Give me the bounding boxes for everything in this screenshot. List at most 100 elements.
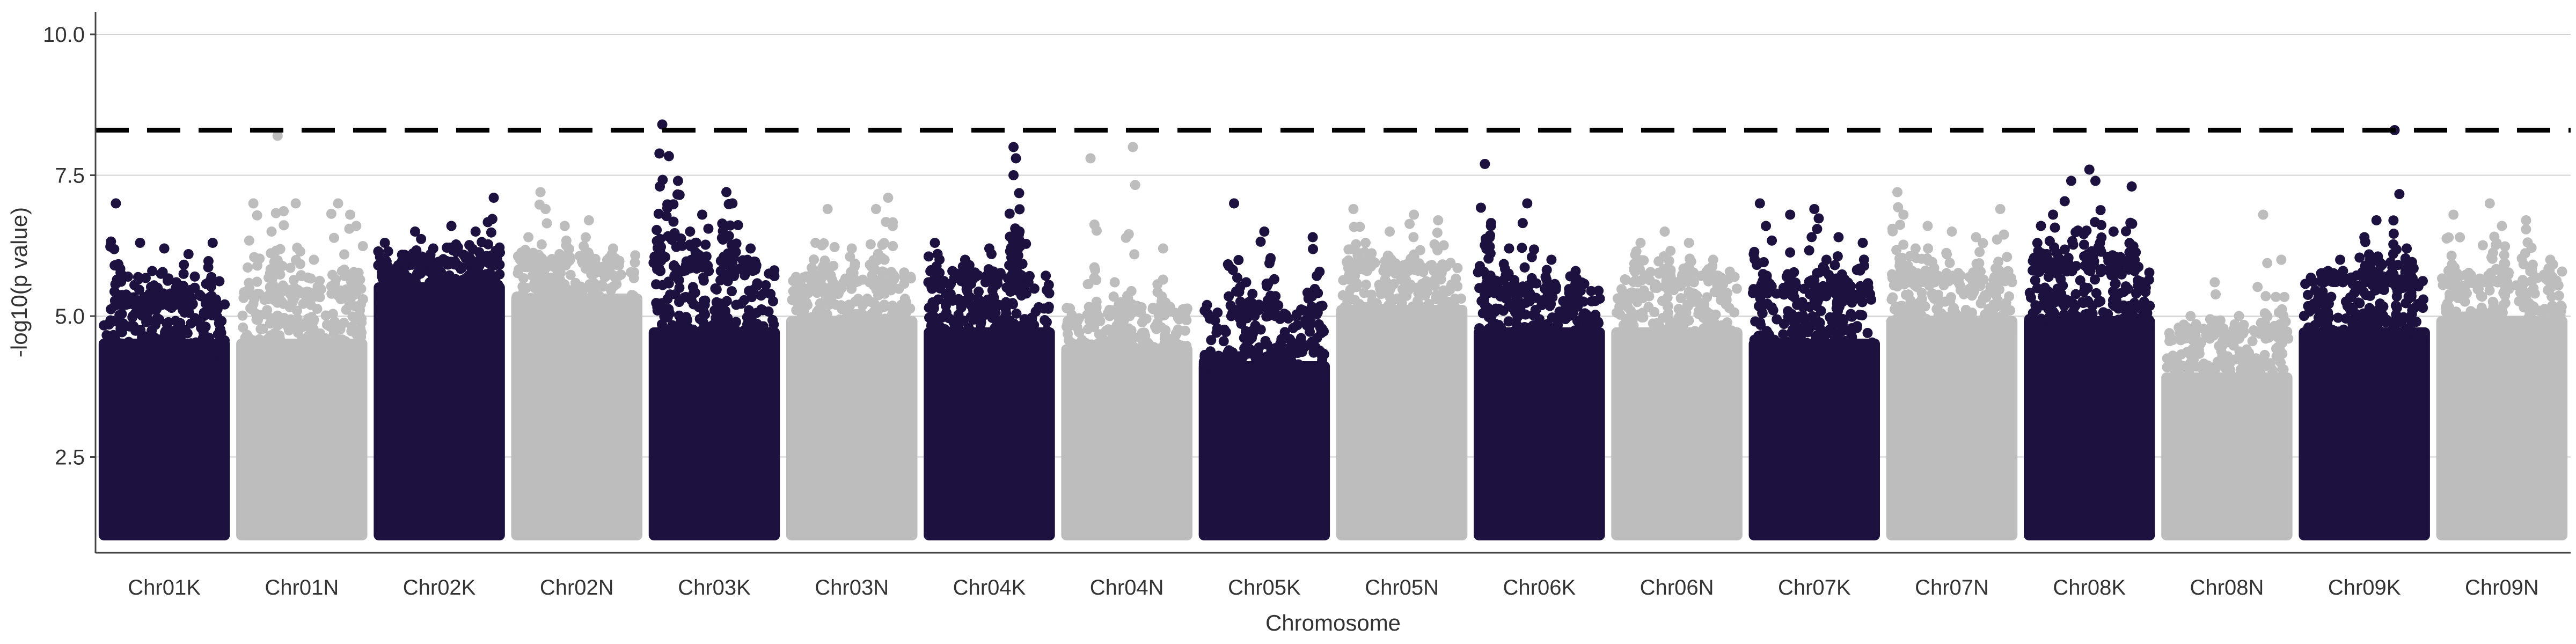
snp-point bbox=[565, 269, 576, 280]
snp-point bbox=[113, 349, 124, 360]
snp-point bbox=[1710, 339, 1721, 349]
peak-point bbox=[183, 249, 194, 259]
snp-point bbox=[199, 308, 209, 318]
snp-point bbox=[676, 233, 686, 244]
snp-point bbox=[163, 273, 174, 284]
snp-point bbox=[977, 338, 988, 348]
snp-point bbox=[1886, 294, 1897, 305]
snp-point bbox=[495, 247, 506, 258]
snp-point bbox=[1121, 232, 1131, 243]
snp-point bbox=[1517, 218, 1528, 229]
chrom-group-Chr01K bbox=[98, 198, 230, 540]
points-bulk-Chr02K bbox=[374, 282, 505, 540]
snp-point bbox=[879, 267, 889, 277]
snp-point bbox=[656, 319, 667, 330]
peak-point bbox=[721, 187, 732, 197]
snp-point bbox=[312, 281, 323, 292]
snp-point bbox=[1941, 247, 1952, 258]
snp-point bbox=[464, 240, 475, 251]
snp-point bbox=[305, 287, 316, 298]
snp-point bbox=[1855, 265, 1865, 276]
snp-point bbox=[720, 305, 731, 316]
snp-point bbox=[1006, 244, 1016, 255]
snp-point bbox=[1381, 311, 1392, 321]
snp-point bbox=[870, 299, 881, 310]
peak-point bbox=[1833, 232, 1844, 243]
snp-point bbox=[674, 275, 684, 286]
snp-point bbox=[803, 326, 814, 336]
snp-point bbox=[244, 277, 254, 288]
snp-point bbox=[116, 327, 127, 338]
snp-point bbox=[811, 276, 822, 287]
snp-point bbox=[339, 249, 350, 260]
snp-point bbox=[1438, 260, 1448, 270]
snp-point bbox=[1126, 286, 1137, 296]
snp-point bbox=[1832, 298, 1842, 309]
snp-point bbox=[880, 276, 891, 287]
snp-point bbox=[1288, 323, 1299, 333]
peak-point bbox=[446, 221, 457, 231]
snp-point bbox=[1965, 283, 1975, 294]
snp-point bbox=[1308, 244, 1319, 254]
peak-point bbox=[930, 238, 940, 248]
peak-point bbox=[1008, 142, 1019, 152]
snp-point bbox=[726, 255, 736, 266]
snp-point bbox=[1587, 314, 1598, 325]
snp-point bbox=[530, 269, 540, 280]
snp-point bbox=[769, 265, 780, 276]
snp-point bbox=[1834, 348, 1845, 358]
snp-point bbox=[1011, 308, 1022, 319]
peak-point bbox=[727, 198, 738, 209]
snp-point bbox=[1445, 284, 1455, 295]
snp-point bbox=[788, 275, 799, 286]
snp-point bbox=[1806, 275, 1817, 286]
snp-point bbox=[1386, 280, 1397, 291]
snp-point bbox=[1475, 202, 1486, 213]
snp-point bbox=[162, 318, 172, 329]
snp-point bbox=[179, 259, 189, 270]
snp-point bbox=[1129, 249, 1140, 260]
snp-point bbox=[757, 339, 767, 349]
snp-point bbox=[1063, 328, 1073, 339]
snp-point bbox=[252, 338, 262, 348]
snp-point bbox=[244, 288, 254, 299]
snp-point bbox=[1236, 318, 1247, 329]
snp-point bbox=[879, 254, 890, 265]
snp-point bbox=[238, 322, 248, 333]
peak-point bbox=[1480, 159, 1490, 169]
snp-point bbox=[1782, 284, 1793, 295]
snp-point bbox=[327, 269, 338, 280]
snp-point bbox=[1013, 250, 1023, 261]
snp-point bbox=[1430, 275, 1440, 286]
snp-point bbox=[1255, 236, 1266, 247]
snp-point bbox=[1179, 354, 1190, 364]
snp-point bbox=[196, 319, 207, 330]
snp-point bbox=[290, 255, 301, 266]
snp-point bbox=[151, 349, 162, 360]
snp-point bbox=[1637, 312, 1648, 323]
snp-point bbox=[1091, 225, 1102, 236]
snp-point bbox=[1823, 346, 1833, 357]
peak-point bbox=[523, 232, 534, 243]
peak-point bbox=[1684, 238, 1694, 248]
snp-point bbox=[518, 273, 529, 283]
snp-point bbox=[890, 325, 901, 335]
snp-point bbox=[852, 318, 862, 328]
snp-point bbox=[1262, 339, 1272, 350]
snp-point bbox=[1913, 324, 1924, 334]
snp-point bbox=[1686, 256, 1696, 267]
snp-point bbox=[1980, 309, 1990, 320]
snp-point bbox=[599, 267, 610, 278]
snp-point bbox=[691, 237, 701, 248]
snp-point bbox=[668, 336, 679, 347]
snp-point bbox=[1660, 339, 1671, 349]
snp-point bbox=[836, 283, 847, 294]
snp-point bbox=[1659, 251, 1670, 262]
snp-point bbox=[1366, 289, 1377, 300]
snp-point bbox=[295, 319, 306, 330]
snp-point bbox=[1731, 283, 1742, 294]
snp-point bbox=[1002, 297, 1013, 308]
snp-point bbox=[1232, 272, 1242, 283]
snp-point bbox=[749, 318, 760, 328]
snp-point bbox=[1526, 273, 1537, 283]
